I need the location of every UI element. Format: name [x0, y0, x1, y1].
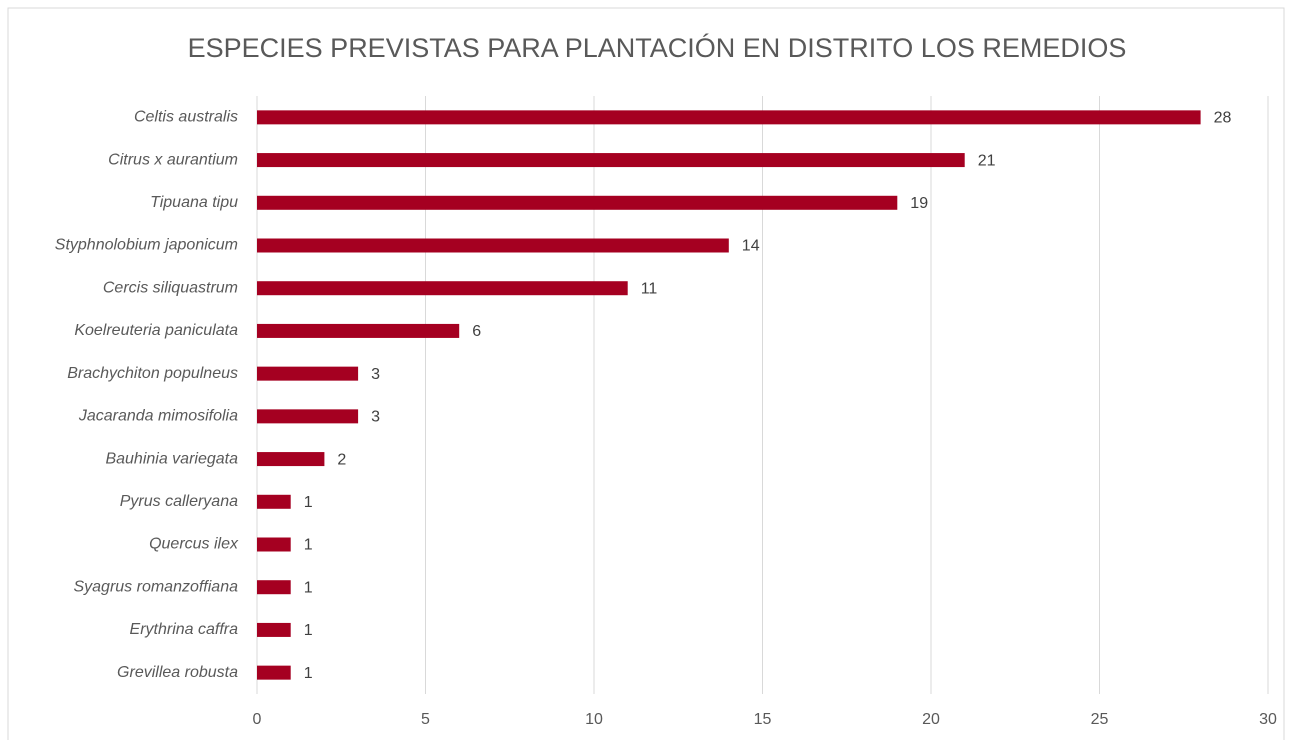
bar: [257, 537, 291, 552]
y-tick-label: Syagrus romanzoffiana: [73, 578, 238, 595]
data-label: 1: [304, 537, 313, 554]
bar: [257, 153, 965, 168]
data-label: 21: [978, 152, 996, 169]
data-label: 1: [304, 579, 313, 596]
y-tick-label: Pyrus calleryana: [120, 493, 238, 510]
x-tick-label: 0: [253, 711, 262, 728]
x-tick-label: 5: [421, 711, 430, 728]
y-tick-label: Erythrina caffra: [130, 621, 239, 638]
x-tick-label: 10: [585, 711, 603, 728]
bar: [257, 580, 291, 595]
bar: [257, 195, 898, 210]
x-tick-label: 30: [1259, 711, 1277, 728]
data-label: 1: [304, 665, 313, 682]
x-tick-label: 15: [754, 711, 772, 728]
y-tick-label: Cercis siliquastrum: [103, 279, 238, 296]
bar: [257, 665, 291, 680]
y-tick-label: Styphnolobium japonicum: [55, 237, 238, 254]
bar: [257, 494, 291, 509]
data-label: 3: [371, 366, 380, 383]
bar: [257, 409, 359, 424]
data-label: 2: [337, 451, 346, 468]
x-tick-label: 25: [1091, 711, 1109, 728]
bar: [257, 622, 291, 637]
y-tick-label: Grevillea robusta: [117, 664, 238, 681]
bar: [257, 110, 1201, 125]
data-label: 19: [910, 195, 928, 212]
bar: [257, 323, 460, 338]
y-tick-label: Jacaranda mimosifolia: [78, 408, 238, 425]
y-tick-label: Brachychiton populneus: [67, 365, 238, 382]
bar: [257, 366, 359, 381]
y-tick-label: Koelreuteria paniculata: [74, 322, 238, 339]
y-tick-label: Bauhinia variegata: [105, 450, 238, 467]
y-tick-label: Citrus x aurantium: [108, 151, 238, 168]
data-label: 1: [304, 494, 313, 511]
bar: [257, 281, 628, 296]
bar: [257, 452, 325, 467]
data-label: 1: [304, 622, 313, 639]
chart-frame: [7, 7, 1285, 745]
data-label: 11: [641, 280, 658, 297]
data-label: 28: [1214, 110, 1232, 127]
y-tick-label: Quercus ilex: [149, 536, 239, 553]
data-label: 6: [472, 323, 481, 340]
y-tick-label: Celtis australis: [134, 109, 238, 126]
bar: [257, 238, 729, 253]
data-label: 14: [742, 238, 760, 255]
y-tick-label: Tipuana tipu: [150, 194, 238, 211]
x-tick-label: 20: [922, 711, 940, 728]
chart-title: ESPECIES PREVISTAS PARA PLANTACIÓN EN DI…: [188, 32, 1127, 63]
data-label: 3: [371, 409, 380, 426]
